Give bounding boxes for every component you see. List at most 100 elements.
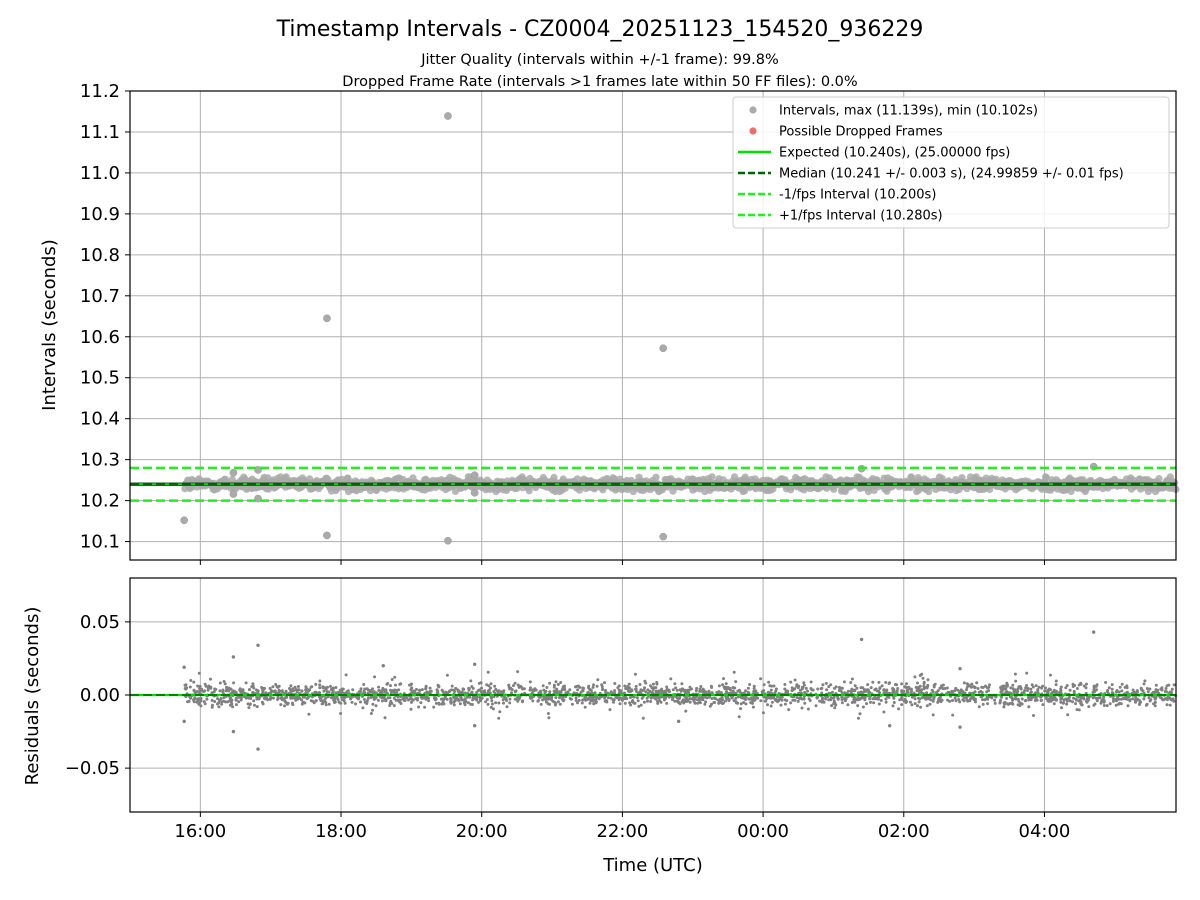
chart-subtitle-jitter: Jitter Quality (intervals within +/-1 fr… (420, 52, 779, 68)
residual-point (629, 703, 633, 707)
residual-point (1134, 695, 1138, 699)
bottom-y-axis-label: Residuals (seconds) (22, 607, 43, 786)
residual-point (774, 697, 778, 701)
residual-point (412, 689, 416, 693)
residual-point (1126, 697, 1130, 701)
residual-point (1148, 687, 1152, 691)
residual-point (247, 696, 251, 700)
residual-point (902, 689, 906, 693)
residual-point (868, 697, 872, 701)
residual-point (789, 701, 793, 705)
residual-point (673, 682, 677, 686)
residual-point (866, 683, 870, 687)
residual-point (793, 678, 797, 682)
residual-point (581, 689, 585, 692)
residual-point (554, 680, 558, 684)
residual-point (217, 705, 221, 709)
residual-point (1065, 699, 1069, 703)
residual-point (1034, 691, 1038, 695)
residual-point (405, 696, 409, 700)
residual-point (318, 691, 322, 695)
residual-point (869, 700, 872, 704)
top-ytick-label: 10.6 (80, 327, 120, 348)
residual-point (988, 683, 991, 687)
residual-point (446, 691, 450, 695)
residual-point (546, 702, 550, 706)
residual-point (558, 696, 561, 700)
residual-point (322, 689, 326, 693)
residual-point (589, 698, 593, 702)
residual-point (1128, 699, 1132, 703)
residual-point (840, 695, 844, 699)
residual-point (1034, 695, 1038, 699)
residual-point (300, 698, 304, 702)
residual-point (829, 696, 833, 700)
residual-point (321, 686, 325, 690)
residual-point (1064, 686, 1068, 690)
residual-point (761, 711, 765, 715)
residual-point (759, 677, 763, 681)
residual-point (337, 700, 341, 704)
residual-point (318, 679, 322, 683)
residual-point (440, 702, 444, 706)
residual-point (623, 697, 627, 701)
residual-point (1044, 686, 1047, 690)
residual-point (1172, 683, 1176, 687)
residual-point (292, 696, 296, 700)
residual-point (1135, 689, 1139, 693)
residual-point (872, 697, 876, 701)
residual-point (1034, 684, 1038, 688)
residual-point (1071, 682, 1075, 686)
residual-point (842, 680, 846, 684)
residual-point (713, 701, 716, 704)
residual-point (230, 698, 234, 702)
residual-point (304, 685, 308, 689)
residual-point (489, 682, 493, 686)
residual-outlier-point (1091, 630, 1096, 634)
residual-point (981, 698, 984, 702)
residual-point (419, 701, 423, 705)
residual-point (977, 690, 981, 694)
residual-point (1102, 704, 1106, 707)
residual-point (838, 687, 842, 691)
residual-point (670, 698, 674, 702)
residual-point (734, 680, 738, 684)
residual-point (814, 704, 818, 708)
legend-marker (749, 127, 757, 135)
residual-point (1108, 702, 1112, 706)
residual-point (528, 688, 532, 692)
residual-point (257, 697, 261, 701)
interval-outlier-point (254, 494, 262, 503)
residual-point (383, 716, 387, 720)
residual-point (752, 684, 756, 688)
residual-point (371, 702, 375, 706)
residual-point (920, 672, 924, 676)
residual-point (513, 697, 517, 701)
residual-point (922, 682, 926, 686)
residual-point (332, 696, 336, 700)
residual-point (380, 699, 384, 703)
residual-point (1029, 698, 1033, 702)
residual-point (261, 702, 265, 706)
residual-point (281, 697, 285, 701)
residual-point (204, 684, 208, 688)
residual-point (1077, 683, 1081, 687)
residual-point (206, 686, 210, 690)
legend: Intervals, max (11.139s), min (10.102s) P… (732, 96, 1170, 229)
residual-point (662, 696, 666, 700)
residual-point (1020, 697, 1024, 701)
top-ytick-label: 10.7 (80, 286, 120, 307)
residual-point (905, 686, 909, 690)
residual-point (546, 712, 550, 715)
interval-outlier-point (470, 488, 479, 497)
residual-point (690, 687, 693, 691)
legend-entry-label: Expected (10.240s), (25.00000 fps) (779, 146, 1010, 161)
residual-point (508, 697, 512, 701)
residual-point (830, 704, 834, 708)
residual-point (905, 682, 908, 686)
residual-point (461, 687, 465, 691)
residual-point (574, 696, 578, 700)
residual-point (933, 682, 937, 686)
residual-point (275, 685, 279, 689)
residual-point (696, 701, 700, 705)
